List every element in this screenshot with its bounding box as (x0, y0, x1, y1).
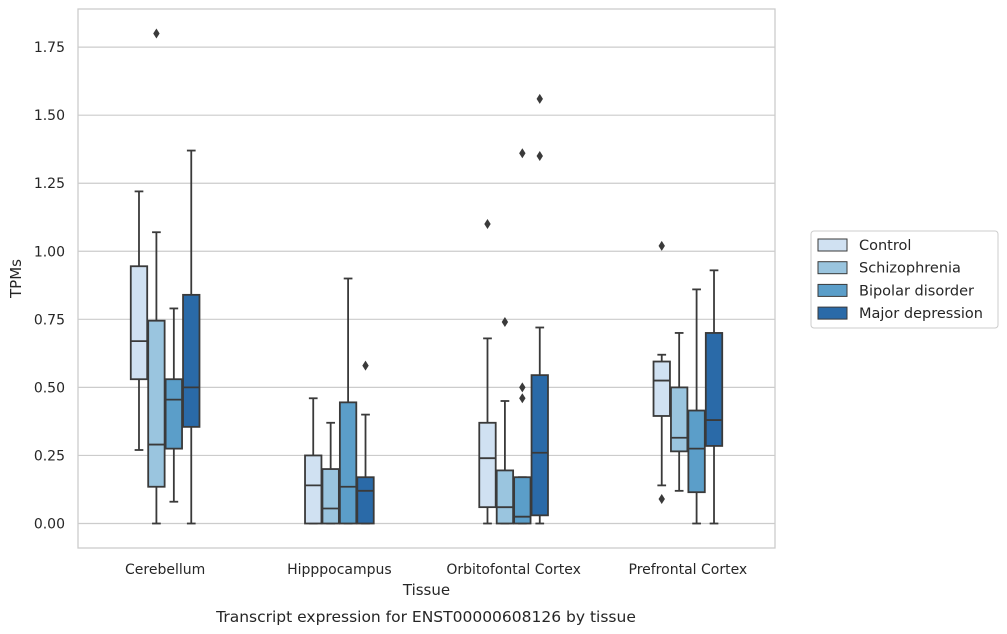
box-group (478, 219, 497, 525)
y-tick-label: 0.75 (34, 312, 65, 328)
plot-frame (77, 8, 776, 549)
x-tick-label: Orbitofontal Cortex (446, 562, 581, 578)
box-group (687, 288, 706, 525)
box (182, 293, 201, 428)
box-group (164, 307, 183, 503)
legend-label: Major depression (859, 306, 983, 322)
box-group (530, 93, 549, 525)
legend-label: Schizophrenia (859, 261, 961, 277)
box (321, 468, 340, 525)
outlier-point (519, 148, 526, 159)
box (704, 332, 724, 447)
y-axis-label: TPMs (7, 259, 25, 299)
box-group (670, 332, 689, 492)
y-tick-label: 1.00 (34, 244, 65, 260)
box-group (338, 277, 358, 525)
y-tick-label: 0.00 (34, 517, 65, 533)
box (356, 476, 375, 525)
y-tick-label: 0.50 (34, 380, 65, 396)
box (478, 421, 497, 509)
legend-swatch (817, 238, 848, 252)
legend-label: Bipolar disorder (859, 283, 974, 299)
x-tick-labels: Cerebellum Hipppocampus Orbitofontal Corte… (125, 562, 747, 578)
y-tick-label: 1.25 (34, 176, 65, 192)
box-group (182, 149, 201, 525)
box (687, 409, 706, 494)
outlier-point (658, 240, 665, 251)
legend-swatch (817, 261, 848, 275)
box (129, 265, 149, 381)
outlier-point (519, 382, 526, 393)
x-tick-label: Prefrontal Cortex (629, 562, 748, 578)
box (530, 374, 549, 517)
outlier-point (536, 151, 543, 161)
y-tick-label: 1.50 (34, 108, 65, 124)
outlier-point (658, 494, 665, 504)
y-tick-label: 0.25 (34, 448, 65, 464)
box (495, 469, 515, 525)
x-axis-label: Tissue (402, 581, 450, 599)
x-tick-label: Hipppocampus (287, 562, 392, 578)
box-group (304, 397, 323, 525)
boxes (129, 28, 724, 525)
box-group (356, 360, 375, 525)
box-group (704, 269, 724, 525)
outlier-point (519, 393, 526, 404)
figure-caption: Transcript expression for ENST0000060812… (215, 608, 636, 626)
outlier-point (501, 317, 509, 328)
box-group (495, 317, 515, 525)
box-group (129, 190, 149, 451)
box (652, 360, 671, 417)
legend: Control Schizophrenia Bipolar disorder Majo… (810, 230, 999, 329)
legend-label: Control (859, 238, 911, 254)
box-group (321, 421, 340, 525)
y-tick-label: 1.75 (34, 40, 65, 56)
box (304, 454, 323, 525)
box (164, 378, 183, 450)
legend-swatch (817, 306, 848, 320)
box (513, 476, 532, 525)
outlier-point (484, 219, 491, 230)
outlier-point (536, 93, 543, 104)
legend-frame (810, 230, 999, 329)
box (147, 319, 166, 488)
legend-swatch (817, 283, 848, 297)
box-group (513, 148, 532, 525)
outlier-point (362, 360, 369, 371)
y-tick-labels: 0.00 0.25 0.50 0.75 1.00 1.25 1.50 1.75 (34, 40, 65, 532)
box-group (147, 28, 166, 525)
box (338, 401, 358, 525)
x-tick-label: Cerebellum (125, 562, 205, 578)
box-group (652, 240, 671, 504)
box (670, 386, 689, 453)
outlier-point (153, 28, 160, 39)
